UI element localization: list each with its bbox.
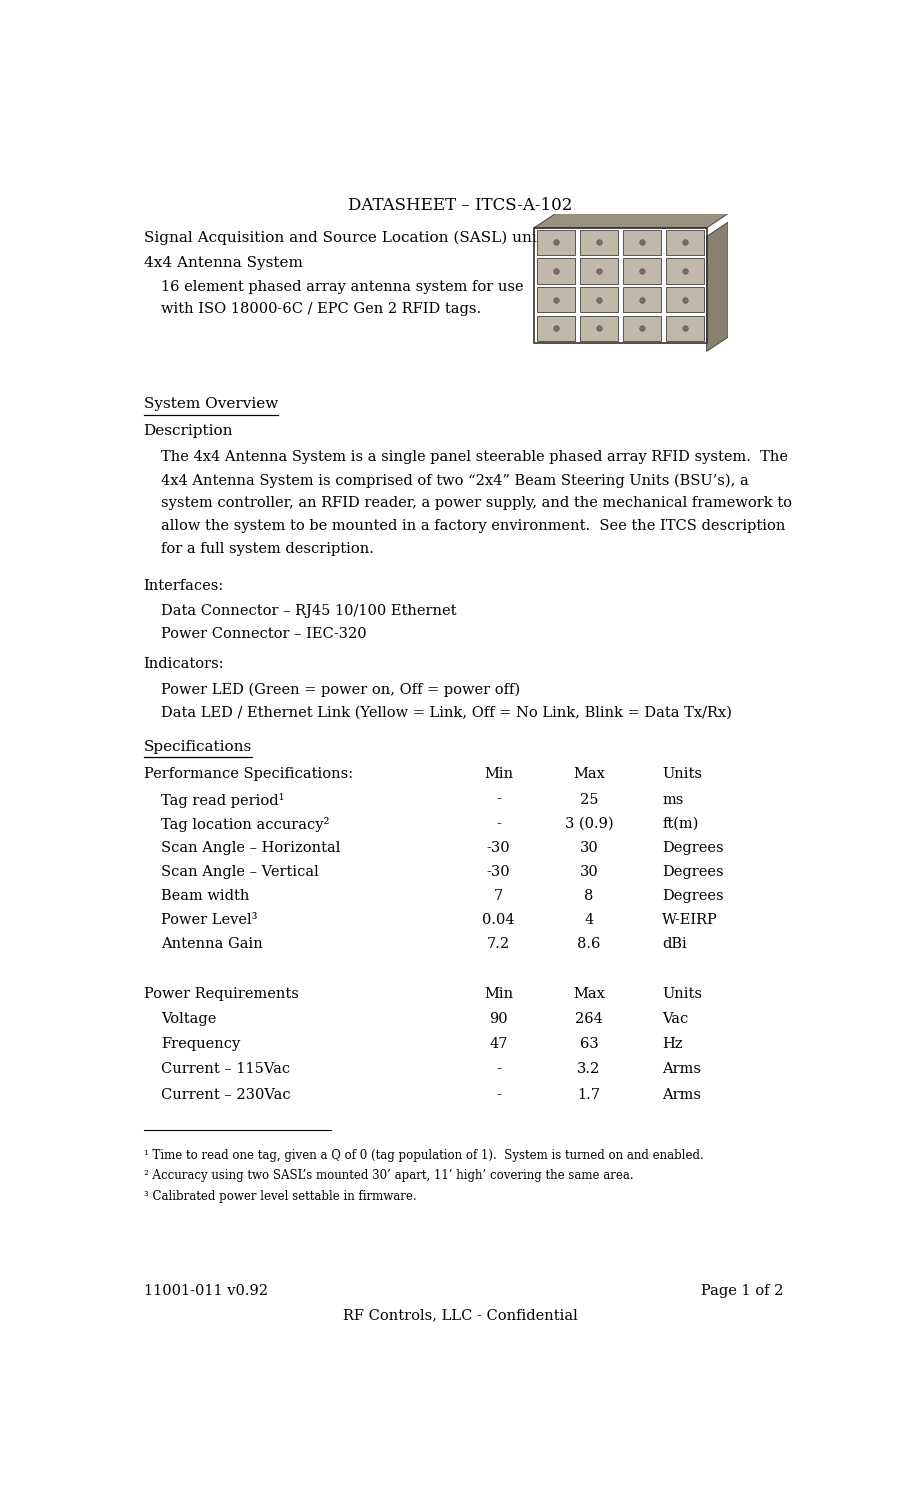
Text: Power LED (Green = power on, Off = power off): Power LED (Green = power on, Off = power… [161, 682, 520, 697]
Text: Beam width: Beam width [161, 889, 250, 903]
Text: Power Requirements: Power Requirements [144, 986, 298, 1001]
Text: 7.2: 7.2 [487, 937, 510, 952]
Text: RF Controls, LLC - Confidential: RF Controls, LLC - Confidential [343, 1308, 577, 1322]
Text: 30: 30 [579, 865, 598, 879]
Text: 90: 90 [489, 1012, 507, 1026]
Text: Units: Units [662, 767, 702, 782]
Text: Current – 230Vac: Current – 230Vac [161, 1088, 291, 1101]
Text: 47: 47 [489, 1037, 507, 1052]
Text: 4x4 Antenna System: 4x4 Antenna System [144, 257, 303, 270]
Text: Antenna Gain: Antenna Gain [161, 937, 263, 952]
Text: -: - [496, 816, 501, 831]
Text: Degrees: Degrees [662, 865, 724, 879]
Text: Specifications: Specifications [144, 740, 251, 753]
Text: Data LED / Ethernet Link (Yellow = Link, Off = No Link, Blink = Data Tx/Rx): Data LED / Ethernet Link (Yellow = Link,… [161, 706, 732, 719]
Text: Indicators:: Indicators: [144, 656, 224, 671]
Text: Tag read period¹: Tag read period¹ [161, 792, 285, 807]
Text: Vac: Vac [662, 1012, 688, 1026]
Text: 7: 7 [494, 889, 503, 903]
Text: Description: Description [144, 424, 233, 437]
Text: Tag location accuracy²: Tag location accuracy² [161, 816, 330, 831]
Text: Max: Max [573, 767, 605, 782]
Text: Scan Angle – Horizontal: Scan Angle – Horizontal [161, 841, 340, 855]
Text: Page 1 of 2: Page 1 of 2 [701, 1285, 784, 1298]
Text: 264: 264 [575, 1012, 603, 1026]
Text: Current – 115Vac: Current – 115Vac [161, 1062, 290, 1077]
Text: Voltage: Voltage [161, 1012, 216, 1026]
Text: ² Accuracy using two SASL’s mounted 30’ apart, 11’ high’ covering the same area.: ² Accuracy using two SASL’s mounted 30’ … [144, 1170, 633, 1182]
Text: W-EIRP: W-EIRP [662, 913, 718, 927]
Text: ft(m): ft(m) [662, 816, 699, 831]
Text: 1.7: 1.7 [577, 1088, 601, 1101]
Text: Units: Units [662, 986, 702, 1001]
Text: -: - [496, 1062, 501, 1077]
Text: 63: 63 [579, 1037, 598, 1052]
Text: Max: Max [573, 986, 605, 1001]
Text: Signal Acquisition and Source Location (SASL) unit,: Signal Acquisition and Source Location (… [144, 231, 547, 245]
Text: Degrees: Degrees [662, 889, 724, 903]
Text: Min: Min [484, 986, 513, 1001]
Text: -30: -30 [487, 865, 510, 879]
Text: 3 (0.9): 3 (0.9) [565, 816, 613, 831]
Text: Hz: Hz [662, 1037, 682, 1052]
Text: DATASHEET – ITCS-A-102: DATASHEET – ITCS-A-102 [348, 197, 572, 215]
Text: 4x4 Antenna System is comprised of two “2x4” Beam Steering Units (BSU’s), a: 4x4 Antenna System is comprised of two “… [161, 473, 749, 488]
Text: -: - [496, 1088, 501, 1101]
Text: 8: 8 [585, 889, 594, 903]
Text: The 4x4 Antenna System is a single panel steerable phased array RFID system.  Th: The 4x4 Antenna System is a single panel… [161, 451, 788, 464]
Text: 11001-011 v0.92: 11001-011 v0.92 [144, 1285, 268, 1298]
Text: ³ Calibrated power level settable in firmware.: ³ Calibrated power level settable in fir… [144, 1191, 416, 1203]
Text: Min: Min [484, 767, 513, 782]
Text: -30: -30 [487, 841, 510, 855]
Text: 25: 25 [580, 792, 598, 807]
Text: system controller, an RFID reader, a power supply, and the mechanical framework : system controller, an RFID reader, a pow… [161, 497, 792, 510]
Text: Interfaces:: Interfaces: [144, 579, 224, 592]
Text: 4: 4 [585, 913, 594, 927]
Text: with ISO 18000-6C / EPC Gen 2 RFID tags.: with ISO 18000-6C / EPC Gen 2 RFID tags. [161, 301, 481, 316]
Text: Arms: Arms [662, 1062, 701, 1077]
Text: -: - [496, 792, 501, 807]
Text: ms: ms [662, 792, 683, 807]
Text: 8.6: 8.6 [577, 937, 601, 952]
Text: Power Level³: Power Level³ [161, 913, 258, 927]
Text: Frequency: Frequency [161, 1037, 241, 1052]
Text: Degrees: Degrees [662, 841, 724, 855]
Text: Performance Specifications:: Performance Specifications: [144, 767, 353, 782]
Text: dBi: dBi [662, 937, 687, 952]
Text: Data Connector – RJ45 10/100 Ethernet: Data Connector – RJ45 10/100 Ethernet [161, 604, 456, 618]
Text: 30: 30 [579, 841, 598, 855]
Text: 0.04: 0.04 [482, 913, 515, 927]
Text: Scan Angle – Vertical: Scan Angle – Vertical [161, 865, 319, 879]
Text: Power Connector – IEC-320: Power Connector – IEC-320 [161, 627, 366, 642]
Text: 16 element phased array antenna system for use: 16 element phased array antenna system f… [161, 280, 524, 294]
Text: for a full system description.: for a full system description. [161, 542, 374, 557]
Text: ¹ Time to read one tag, given a Q of 0 (tag population of 1).  System is turned : ¹ Time to read one tag, given a Q of 0 (… [144, 1149, 703, 1162]
Text: Arms: Arms [662, 1088, 701, 1101]
Text: System Overview: System Overview [144, 397, 277, 412]
Text: 3.2: 3.2 [577, 1062, 601, 1077]
Text: allow the system to be mounted in a factory environment.  See the ITCS descripti: allow the system to be mounted in a fact… [161, 519, 786, 533]
